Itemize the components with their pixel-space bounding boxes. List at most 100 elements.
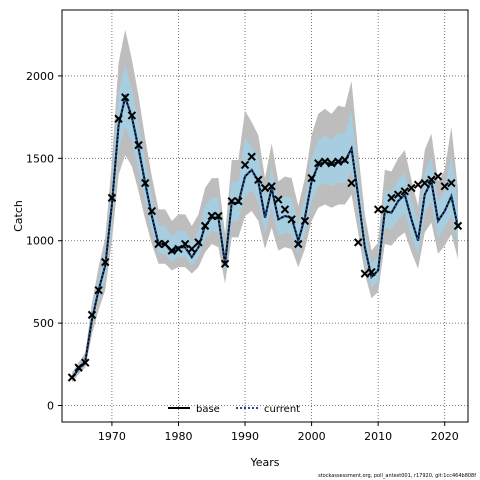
observed-point [227, 196, 236, 206]
observed-point-stroke [347, 178, 356, 188]
observed-point [127, 111, 137, 120]
observed-point-stroke [340, 155, 350, 165]
observed-markers [67, 93, 463, 382]
observed-point [74, 363, 83, 372]
observed-point-stroke [174, 244, 183, 254]
observed-point [247, 152, 256, 161]
observed-point-stroke [214, 211, 223, 221]
y-tick-label: 0 [47, 400, 54, 413]
observed-point-stroke [447, 178, 456, 188]
observed-point-stroke [160, 239, 170, 249]
observed-point-stroke [453, 221, 463, 231]
observed-point [154, 239, 163, 249]
observed-point-stroke [320, 157, 330, 166]
observed-point [114, 114, 123, 123]
x-tick-label: 2000 [298, 430, 326, 443]
y-axis: 0 500 1000 1500 2000 [26, 70, 62, 413]
observed-point-stroke [107, 193, 117, 203]
observed-point [353, 238, 363, 247]
observed-point-stroke [294, 239, 303, 249]
observed-point [140, 178, 150, 188]
observed-point [101, 257, 110, 267]
observed-point [280, 205, 290, 214]
observed-point-stroke [140, 178, 150, 188]
observed-point-stroke [167, 246, 177, 255]
observed-point-stroke [393, 190, 403, 199]
observed-point [433, 172, 443, 181]
observed-point [134, 140, 143, 150]
observed-point [427, 175, 436, 184]
observed-point-stroke [353, 238, 363, 247]
y-axis-title: Catch [12, 200, 25, 232]
observed-point [234, 196, 243, 206]
observed-point [194, 238, 203, 247]
observed-point-stroke [427, 175, 436, 184]
observed-point [87, 310, 97, 320]
observed-point [373, 205, 383, 214]
x-tick-label: 1970 [98, 430, 126, 443]
confidence-bands [71, 29, 459, 383]
observed-point [447, 178, 456, 188]
observed-point [240, 160, 250, 170]
observed-point-stroke [247, 152, 256, 161]
observed-point-stroke [121, 93, 130, 102]
observed-point [81, 358, 90, 367]
observed-point-stroke [300, 216, 310, 226]
observed-point-stroke [67, 373, 77, 382]
plot-border [61, 9, 469, 423]
observed-point [174, 244, 183, 254]
observed-point-stroke [227, 196, 236, 206]
observed-point-stroke [134, 140, 143, 150]
observed-point-stroke [367, 267, 376, 277]
observed-point [340, 155, 350, 165]
x-tick-label: 1990 [231, 430, 259, 443]
observed-point [67, 373, 77, 382]
observed-point-stroke [114, 114, 123, 123]
observed-point [400, 187, 409, 196]
series-lines [71, 93, 459, 379]
legend-base-label: base [196, 404, 220, 415]
observed-point-stroke [207, 211, 216, 221]
observed-point [294, 239, 303, 249]
x-tick-label: 2020 [431, 430, 459, 443]
observed-point [327, 159, 336, 168]
observed-point-stroke [127, 111, 137, 120]
x-axis: 1970 1980 1990 2000 2010 2020 [98, 422, 459, 443]
inner-confidence-band [71, 64, 459, 380]
observed-point [387, 193, 396, 203]
observed-point-stroke [240, 160, 250, 170]
x-tick-label: 2010 [364, 430, 392, 443]
observed-point-stroke [260, 183, 270, 193]
observed-point-stroke [194, 238, 203, 247]
observed-point [220, 259, 230, 268]
x-tick-label: 1980 [164, 430, 192, 443]
observed-point-stroke [400, 187, 409, 196]
observed-point [420, 178, 429, 188]
observed-point [147, 206, 157, 216]
observed-point [334, 157, 343, 166]
observed-point-stroke [387, 193, 396, 203]
observed-point [274, 195, 283, 204]
observed-point-stroke [154, 239, 163, 249]
y-tick-label: 1000 [26, 235, 54, 248]
observed-point [107, 193, 117, 203]
y-tick-label: 2000 [26, 70, 54, 83]
series-line-current [71, 93, 459, 379]
observed-point [347, 178, 356, 188]
observed-point-stroke [87, 310, 97, 320]
observed-point [380, 205, 390, 214]
observed-point [94, 285, 103, 295]
observed-point [214, 211, 223, 221]
observed-point-stroke [314, 159, 323, 168]
observed-point-stroke [433, 172, 443, 181]
observed-point-stroke [101, 257, 110, 267]
observed-point [407, 183, 416, 193]
observed-point-stroke [94, 285, 103, 295]
observed-point [300, 216, 310, 226]
observed-point-stroke [380, 205, 390, 214]
observed-point-stroke [254, 175, 263, 184]
observed-point [200, 221, 210, 231]
observed-point-stroke [187, 244, 196, 254]
observed-point-stroke [373, 205, 383, 214]
observed-point [254, 175, 263, 184]
